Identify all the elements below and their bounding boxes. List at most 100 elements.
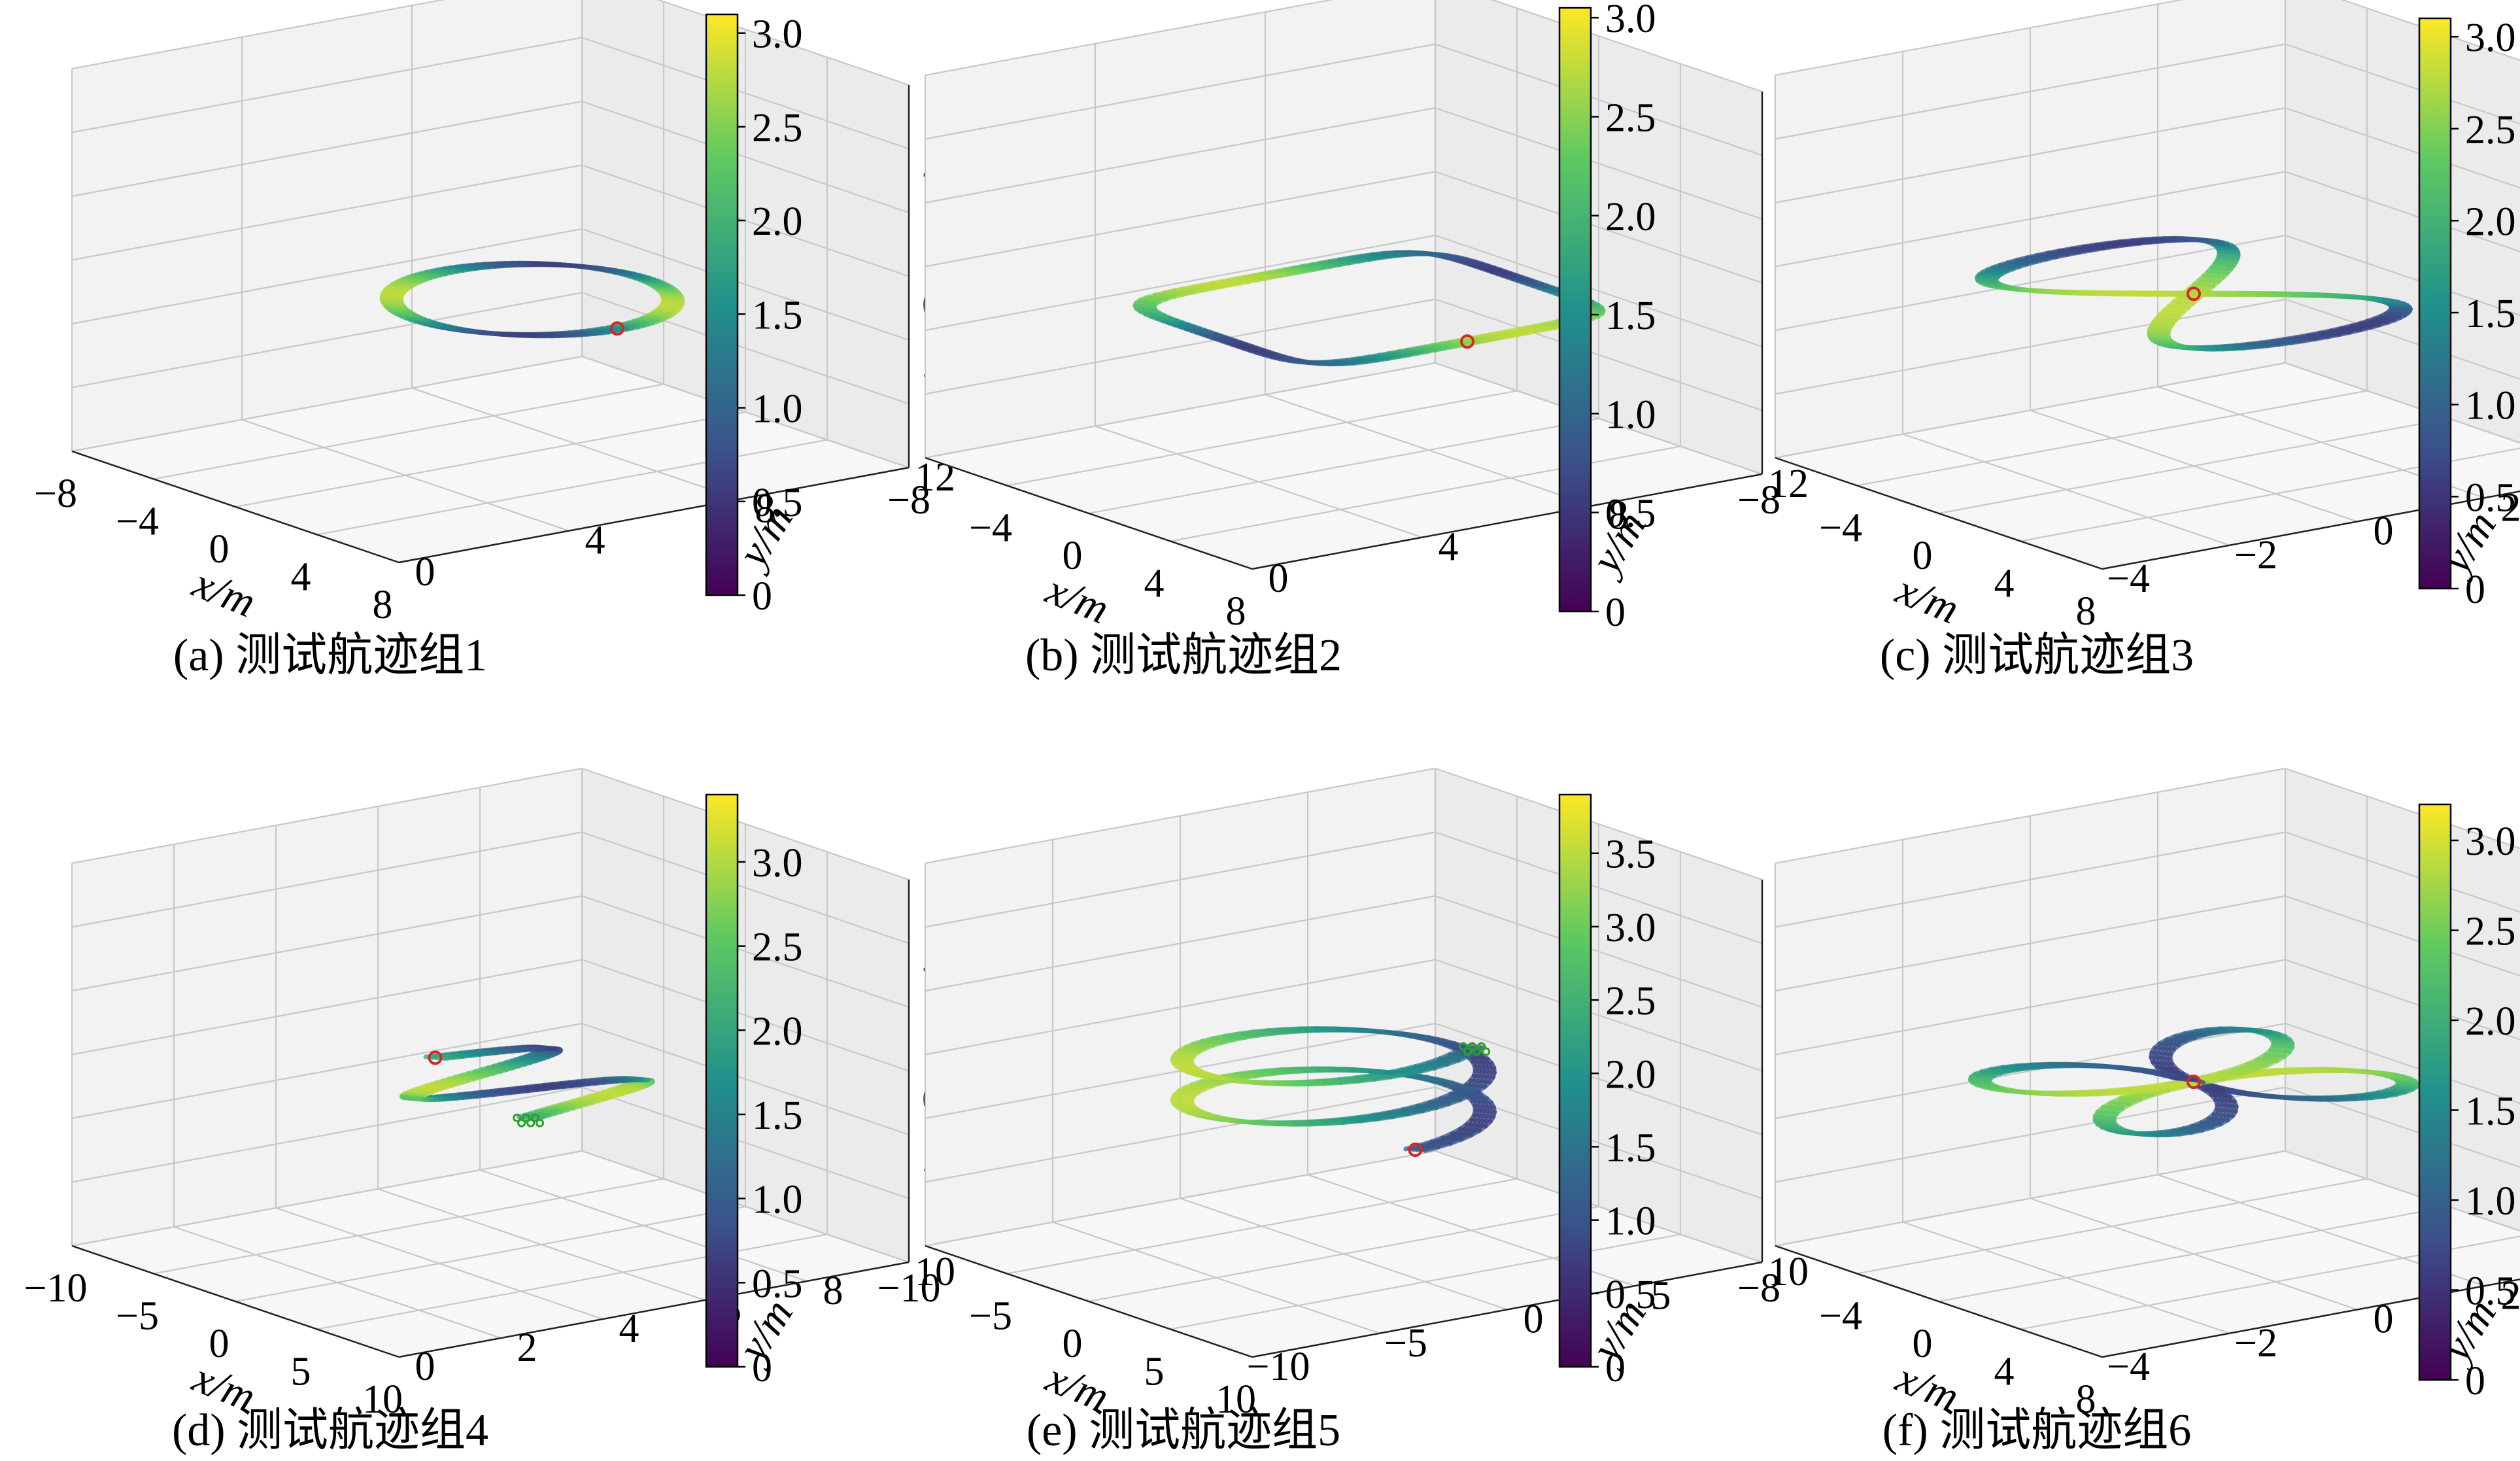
trajectory-segment — [1372, 1074, 1393, 1082]
chart-panel-c: −8−4048−4−2024−1001020x/my/mz/m00.51.01.… — [1737, 0, 2520, 681]
colorbar-tick-label: 0 — [2465, 1359, 2485, 1403]
trajectory-group — [379, 260, 685, 339]
trajectory-segment — [2263, 1093, 2287, 1100]
trajectory-segment — [2138, 1067, 2161, 1074]
trajectory-segment — [1420, 1105, 1439, 1114]
start-marker — [610, 321, 624, 336]
y-tick-label: 0 — [2374, 509, 2394, 554]
x-axis-line — [925, 1245, 1253, 1358]
colorbar-tick-label: 1.5 — [752, 293, 803, 337]
colorbar-tick-label: 2.0 — [752, 199, 803, 244]
x-tick-label: 5 — [1144, 1350, 1165, 1394]
y-tick-label: 0 — [2374, 1298, 2394, 1342]
trajectory-group — [1975, 235, 2413, 352]
trajectory-segment — [2049, 1063, 2070, 1069]
trajectory-segment — [1418, 1065, 1437, 1074]
trajectory-segment — [2219, 1072, 2241, 1082]
trajectory-segment — [1382, 1029, 1403, 1036]
y-axis-line — [1251, 1261, 1763, 1358]
trajectory-group — [1170, 1026, 1497, 1158]
y-tick-label: 10 — [1768, 1250, 1809, 1294]
trajectory-segment — [1255, 1031, 1274, 1038]
trajectory-segment — [2118, 1088, 2144, 1095]
start-marker — [1408, 1143, 1423, 1158]
colorbar-tick-label: 2.5 — [1605, 979, 1656, 1023]
trajectory-segment — [1405, 1109, 1425, 1117]
x-tick-label: 8 — [1226, 589, 1246, 634]
trajectory-segment — [1253, 1071, 1272, 1078]
colorbar-tick-label: 2.0 — [2465, 199, 2516, 244]
colorbar-tick-label: 0 — [752, 574, 772, 619]
panel-caption: (b) 测试航迹组2 — [1025, 630, 1342, 681]
x-tick-label: 4 — [1994, 1350, 2015, 1394]
trajectory-segment — [2281, 1095, 2305, 1101]
start-marker — [428, 1050, 443, 1065]
trajectory-segment — [2077, 1091, 2102, 1097]
x-tick-label: −10 — [877, 1266, 941, 1311]
y-tick-label: 0 — [1269, 557, 1289, 601]
y-tick-label: −2 — [2234, 533, 2277, 577]
colorbar-tick-label: 1.0 — [1605, 392, 1656, 437]
x-tick-label: −8 — [887, 478, 930, 523]
x-tick-label: 8 — [373, 583, 393, 627]
colorbar-tick-label: 2.0 — [2465, 999, 2516, 1044]
pane-floor — [1775, 363, 2520, 569]
trajectory-segment — [1363, 1068, 1385, 1074]
x-tick-label: −8 — [34, 472, 77, 516]
end-marker — [536, 1118, 545, 1127]
trajectory-segment — [2343, 1069, 2366, 1074]
chart-panel-b: −8−404804812−1001020x/my/mz/m00.51.01.52… — [887, 0, 1906, 681]
chart-panel-d: −10−505100246810−1001020x/my/mz/m00.51.0… — [24, 767, 1053, 1456]
x-tick-label: −5 — [116, 1294, 159, 1339]
x-tick-label: 8 — [2076, 1377, 2096, 1422]
trajectory-group — [1967, 1026, 2420, 1138]
trajectory-segment — [2201, 1076, 2224, 1085]
x-tick-label: 0 — [1913, 1322, 1933, 1366]
colorbar-tick-label: 0.5 — [1605, 492, 1656, 536]
trajectory-segment — [2241, 1072, 2268, 1079]
trajectory-segment — [2245, 1091, 2268, 1098]
colorbar-tick-label: 3.0 — [2465, 819, 2516, 864]
trajectory-segment — [1366, 1028, 1388, 1035]
colorbar-tick-label: 3.5 — [1605, 833, 1656, 877]
colorbar-tick-label: 0.5 — [2465, 475, 2516, 520]
x-axis-line — [1775, 1245, 2103, 1358]
trajectory-segment — [2361, 1069, 2381, 1075]
trajectory-segment — [1357, 1116, 1379, 1124]
trajectory-segment — [1374, 1114, 1395, 1122]
x-tick-label: −8 — [1737, 1266, 1780, 1311]
trajectory-segment — [1341, 1118, 1363, 1125]
start-marker — [2187, 1074, 2201, 1090]
trajectory-segment — [2151, 1088, 2170, 1097]
pane-left — [72, 0, 582, 451]
trajectory-segment — [2033, 1064, 2054, 1070]
end-marker — [517, 1118, 526, 1127]
trajectory-segment — [2025, 1090, 2045, 1096]
colorbar-tick-label: 0.5 — [2465, 1269, 2516, 1314]
colorbar-tick-label: 0 — [2465, 568, 2485, 612]
x-tick-label: 0 — [1913, 534, 1933, 578]
colorbar-tick-label: 0.5 — [1605, 1273, 1656, 1317]
colorbar-tick-label: 0 — [1605, 591, 1626, 635]
y-tick-label: 4 — [585, 519, 605, 563]
x-tick-label: −5 — [969, 1294, 1012, 1339]
end-marker — [1463, 1047, 1473, 1056]
trajectory-segment — [2236, 1068, 2256, 1077]
panel-caption: (d) 测试航迹组4 — [172, 1405, 488, 1456]
y-tick-label: −4 — [2107, 557, 2150, 601]
trajectory-segment — [2160, 1084, 2186, 1091]
colorbar — [705, 13, 739, 596]
y-tick-label: 5 — [1651, 1273, 1671, 1318]
x-axis-label: x/m — [186, 559, 262, 627]
y-tick-label: 2 — [517, 1326, 537, 1370]
trajectory-segment — [1269, 1029, 1289, 1037]
y-tick-label: 4 — [619, 1307, 639, 1351]
colorbar-tick-label: 1.5 — [752, 1093, 803, 1138]
x-axis-line — [1775, 456, 2103, 570]
y-axis-line — [1251, 473, 1763, 570]
trajectory-segment — [2229, 1088, 2251, 1096]
trajectory-segment — [1338, 1078, 1361, 1085]
x-tick-label: 8 — [2076, 589, 2096, 634]
x-tick-label: −4 — [969, 506, 1012, 551]
